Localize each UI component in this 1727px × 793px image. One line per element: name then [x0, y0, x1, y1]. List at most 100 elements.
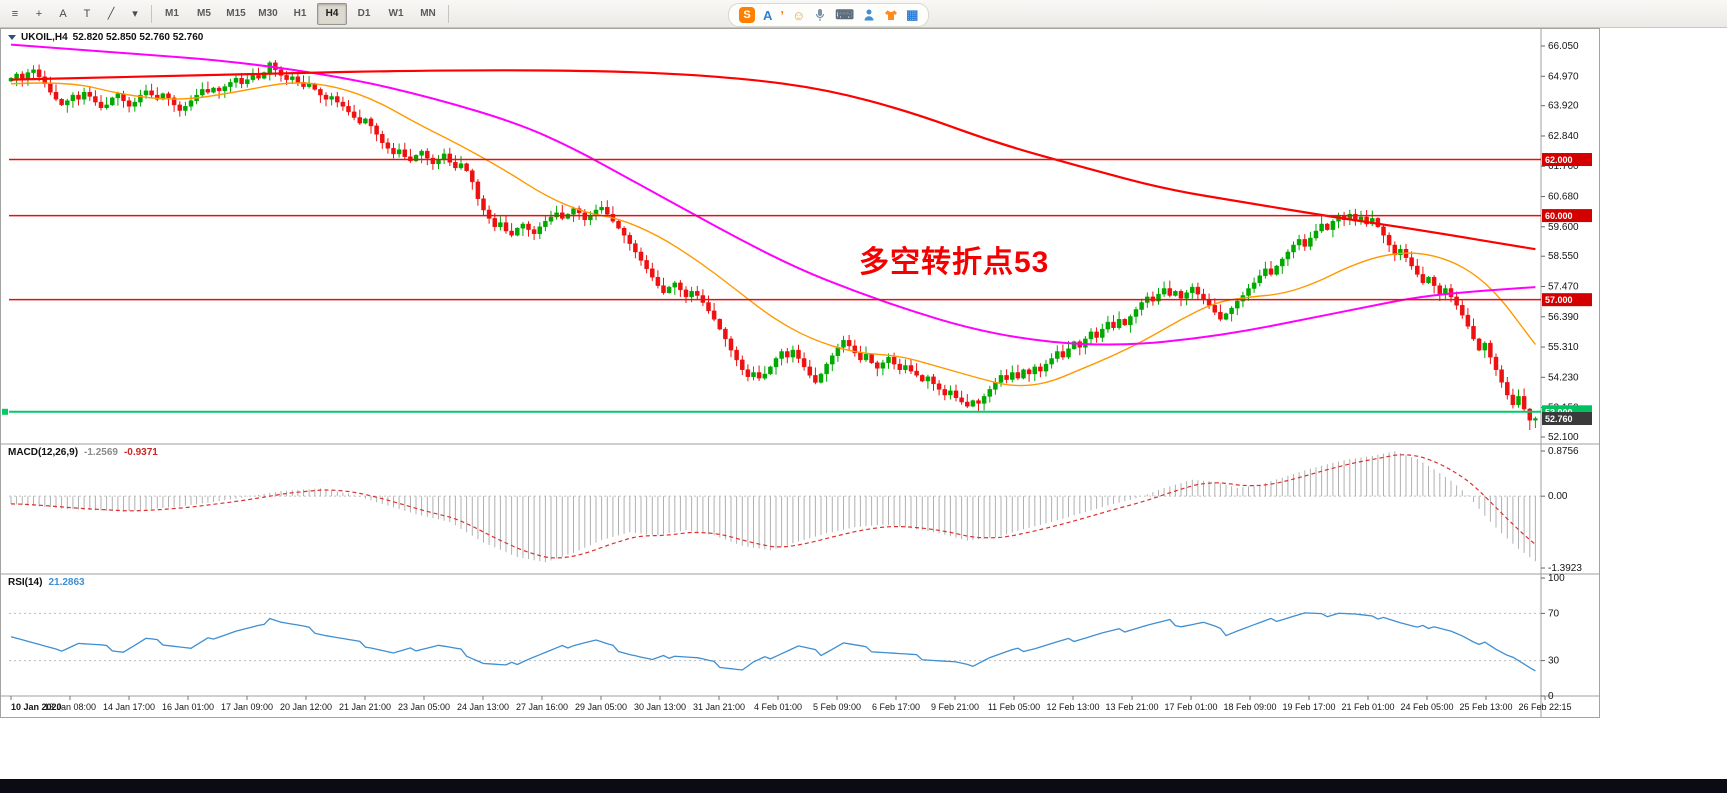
contacts-icon[interactable]: [862, 8, 876, 22]
taskbar-strip[interactable]: [0, 779, 1727, 793]
apostrophe-icon[interactable]: ’: [780, 7, 785, 23]
price-axis: 66.050 64.970 63.920 62.840 61.760 60.680 59.6…: [1541, 41, 1592, 443]
timeframe-m5-button[interactable]: M5: [197, 8, 211, 19]
svg-text:17 Jan 09:00: 17 Jan 09:00: [221, 702, 273, 712]
svg-text:30 Jan 13:00: 30 Jan 13:00: [634, 702, 686, 712]
svg-text:12 Feb 13:00: 12 Feb 13:00: [1046, 702, 1099, 712]
timeframe-group: M1 M5 M15 M30 H1 H4 D1 W1 MN: [157, 2, 443, 25]
svg-text:6 Feb 17:00: 6 Feb 17:00: [872, 702, 920, 712]
svg-text:60.680: 60.680: [1548, 192, 1579, 203]
keyboard-icon[interactable]: ⌨: [835, 7, 855, 22]
macd-panel: 0.8756 0.00 -1.3923: [9, 446, 1582, 574]
skin-icon[interactable]: [884, 8, 898, 22]
letter-a-icon[interactable]: A: [763, 7, 773, 23]
svg-text:25 Feb 13:00: 25 Feb 13:00: [1459, 702, 1512, 712]
svg-text:21 Feb 01:00: 21 Feb 01:00: [1341, 702, 1394, 712]
timeframe-m15-button[interactable]: M15: [226, 8, 246, 19]
rsi-panel: 100 70 30 0: [9, 573, 1565, 702]
rsi-indicator-label: RSI(14) 21.2863: [8, 577, 85, 588]
sogou-logo-icon[interactable]: S: [739, 7, 755, 23]
svg-text:13 Feb 21:00: 13 Feb 21:00: [1105, 702, 1158, 712]
timeframe-d1-button[interactable]: D1: [357, 8, 371, 19]
chart-ohlc-values: 52.820 52.850 52.760 52.760: [72, 32, 204, 43]
text-label-icon[interactable]: T: [83, 7, 91, 20]
chart-annotation: 多空转折点53: [859, 246, 1050, 279]
toolbar-separator: [151, 4, 152, 23]
horizontal-level-lines[interactable]: [2, 158, 1541, 415]
candlestick-series: [8, 60, 1538, 430]
crosshair-icon[interactable]: +: [35, 7, 43, 20]
svg-text:62.000: 62.000: [1545, 155, 1573, 165]
panel-separators: [1, 29, 1599, 717]
timeframe-w1-button[interactable]: W1: [388, 8, 404, 19]
svg-text:62.840: 62.840: [1548, 131, 1579, 142]
svg-text:70: 70: [1548, 608, 1560, 619]
svg-text:60.000: 60.000: [1545, 211, 1573, 221]
svg-text:14 Jan 17:00: 14 Jan 17:00: [103, 702, 155, 712]
indicators-list-icon[interactable]: ≡: [11, 7, 19, 20]
svg-text:11 Feb 05:00: 11 Feb 05:00: [988, 702, 1040, 712]
macd-indicator-label: MACD(12,26,9) -1.2569 -0.9371: [8, 447, 158, 458]
macd-main-value: -1.2569: [84, 447, 118, 458]
svg-text:13 Jan 08:00: 13 Jan 08:00: [44, 702, 96, 712]
svg-text:17 Feb 01:00: 17 Feb 01:00: [1164, 702, 1217, 712]
chart-tools-group: ≡ + A T ╱ ▾: [4, 3, 146, 25]
svg-text:16 Jan 01:00: 16 Jan 01:00: [162, 702, 214, 712]
svg-text:57.470: 57.470: [1548, 281, 1579, 292]
svg-text:59.600: 59.600: [1548, 222, 1579, 233]
moving-averages: [10, 43, 1536, 387]
chart-window[interactable]: 66.050 64.970 63.920 62.840 61.760 60.680 59.6…: [0, 28, 1600, 718]
svg-text:54.230: 54.230: [1548, 372, 1579, 383]
svg-text:63.920: 63.920: [1548, 101, 1579, 112]
svg-text:18 Feb 09:00: 18 Feb 09:00: [1223, 702, 1276, 712]
svg-text:9 Feb 21:00: 9 Feb 21:00: [931, 702, 979, 712]
svg-text:19 Feb 17:00: 19 Feb 17:00: [1282, 702, 1335, 712]
timeframe-m30-button[interactable]: M30: [258, 8, 278, 19]
svg-text:58.550: 58.550: [1548, 251, 1579, 262]
rsi-value: 21.2863: [48, 577, 85, 588]
svg-text:30: 30: [1548, 656, 1560, 667]
timeframe-mn-button[interactable]: MN: [420, 8, 436, 19]
timeframe-h1-button[interactable]: H1: [293, 8, 307, 19]
timeframe-h4-button[interactable]: H4: [317, 2, 347, 25]
microphone-icon[interactable]: [813, 8, 827, 22]
timeframe-m1-button[interactable]: M1: [165, 8, 179, 19]
chart-symbol-period: UKOIL,H4: [21, 32, 68, 43]
chart-canvas[interactable]: 66.050 64.970 63.920 62.840 61.760 60.680 59.6…: [1, 29, 1599, 717]
svg-text:31 Jan 21:00: 31 Jan 21:00: [693, 702, 745, 712]
text-annotation-icon[interactable]: A: [59, 7, 67, 20]
toolbar-separator: [448, 4, 449, 23]
svg-text:61.760: 61.760: [1548, 161, 1579, 172]
svg-text:26 Feb 22:15: 26 Feb 22:15: [1518, 702, 1571, 712]
svg-text:10 Jan 2020: 10 Jan 2020: [11, 702, 62, 712]
svg-text:0.00: 0.00: [1548, 491, 1568, 502]
svg-text:29 Jan 05:00: 29 Jan 05:00: [575, 702, 627, 712]
smiley-icon[interactable]: ☺: [792, 7, 806, 23]
chart-title: UKOIL,H4 52.820 52.850 52.760 52.760: [8, 32, 203, 43]
svg-text:52.760: 52.760: [1545, 414, 1573, 424]
rsi-name: RSI(14): [8, 577, 43, 588]
svg-text:23 Jan 05:00: 23 Jan 05:00: [398, 702, 450, 712]
ime-toolbar: S A ’ ☺ ⌨ ▦: [728, 3, 930, 27]
svg-text:4 Feb 01:00: 4 Feb 01:00: [754, 702, 802, 712]
macd-signal-value: -0.9371: [123, 447, 158, 458]
svg-text:66.050: 66.050: [1548, 41, 1579, 52]
top-toolbar: ≡ + A T ╱ ▾ M1 M5 M15 M30 H1 H4 D1 W1 MN S A’ ☺ ⌨ ▦: [0, 0, 1727, 28]
apps-grid-icon[interactable]: ▦: [906, 7, 919, 22]
svg-text:52.100: 52.100: [1548, 432, 1579, 443]
svg-text:-1.3923: -1.3923: [1548, 563, 1582, 574]
svg-text:56.390: 56.390: [1548, 312, 1579, 323]
svg-text:24 Feb 05:00: 24 Feb 05:00: [1400, 702, 1453, 712]
svg-text:24 Jan 13:00: 24 Jan 13:00: [457, 702, 509, 712]
svg-text:20 Jan 12:00: 20 Jan 12:00: [280, 702, 332, 712]
svg-text:55.310: 55.310: [1548, 342, 1579, 353]
svg-text:21 Jan 21:00: 21 Jan 21:00: [339, 702, 391, 712]
svg-text:0: 0: [1548, 691, 1554, 702]
trendline-icon[interactable]: ╱: [107, 8, 115, 20]
draw-tools-dropdown-icon[interactable]: ▾: [132, 8, 138, 20]
svg-text:5 Feb 09:00: 5 Feb 09:00: [813, 702, 861, 712]
chart-menu-icon[interactable]: [8, 35, 16, 40]
svg-text:0.8756: 0.8756: [1548, 446, 1579, 457]
svg-text:57.000: 57.000: [1545, 295, 1573, 305]
